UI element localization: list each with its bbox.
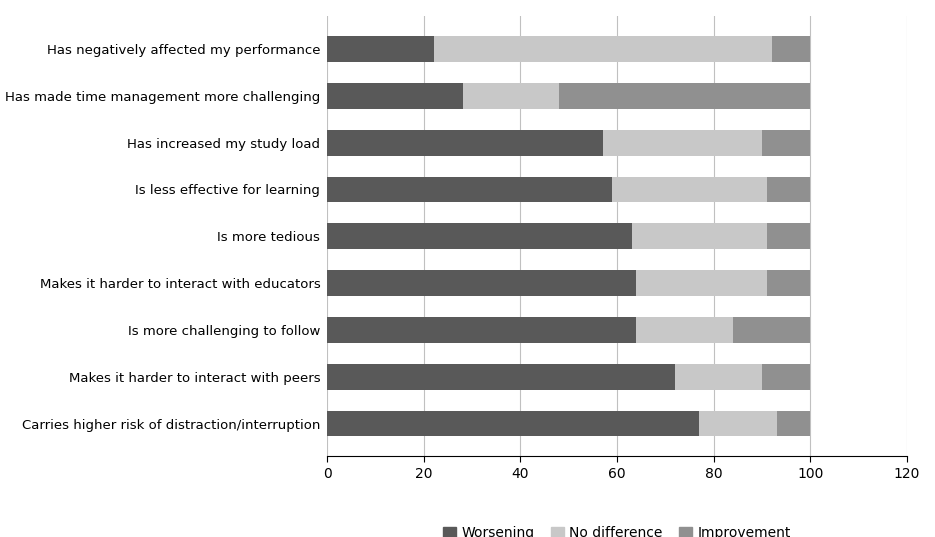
- Bar: [327, 177, 612, 202]
- Bar: [699, 411, 776, 437]
- Bar: [675, 364, 762, 390]
- Bar: [327, 223, 632, 249]
- Bar: [602, 130, 762, 156]
- Bar: [767, 223, 811, 249]
- Bar: [327, 130, 602, 156]
- Bar: [637, 317, 733, 343]
- Bar: [762, 364, 811, 390]
- Bar: [776, 411, 811, 437]
- Bar: [327, 317, 637, 343]
- Bar: [733, 317, 811, 343]
- Bar: [463, 83, 559, 108]
- Bar: [559, 83, 811, 108]
- Bar: [327, 270, 637, 296]
- Legend: Worsening, No difference, Improvement: Worsening, No difference, Improvement: [438, 521, 797, 537]
- Bar: [612, 177, 767, 202]
- Bar: [434, 36, 771, 62]
- Bar: [327, 411, 699, 437]
- Bar: [327, 83, 463, 108]
- Bar: [327, 36, 434, 62]
- Bar: [327, 364, 675, 390]
- Bar: [771, 36, 811, 62]
- Bar: [767, 177, 811, 202]
- Bar: [767, 270, 811, 296]
- Bar: [632, 223, 767, 249]
- Bar: [762, 130, 811, 156]
- Bar: [637, 270, 767, 296]
